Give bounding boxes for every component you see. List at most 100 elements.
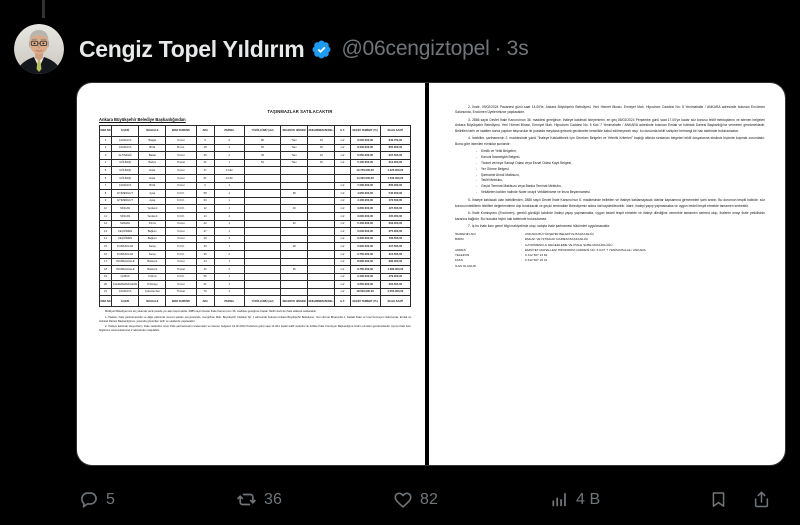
info-colon: :	[521, 237, 522, 242]
info-value	[525, 264, 765, 269]
reply-icon	[81, 491, 97, 508]
retweet-button[interactable]: 36	[236, 489, 282, 510]
table-cell	[280, 249, 309, 259]
table-cell: m2	[334, 151, 351, 160]
table-cell	[307, 211, 336, 221]
table-cell: 1	[213, 272, 245, 282]
table-cell: K.D.K.	[165, 249, 197, 259]
table-cell: K.D.K.	[165, 242, 197, 251]
table-cell	[243, 234, 282, 244]
table-cell: 27	[195, 227, 215, 236]
views-count: 4 B	[576, 490, 601, 508]
table-cell: 1.425.000,00	[379, 166, 412, 175]
table-cell: Tam	[280, 158, 309, 168]
table-col-header: İMAR DURUMU	[165, 125, 197, 137]
table-cell: Konut	[165, 219, 197, 229]
table-cell	[307, 173, 336, 183]
info-label: İLAN OLUNUR.	[455, 263, 477, 268]
table-col-header: SIRA NO	[98, 125, 113, 137]
table-cell: 70	[195, 287, 215, 297]
table-cell: 28	[280, 242, 309, 251]
table-cell: 6	[195, 181, 215, 191]
table-cell: ÇANKAYA	[111, 181, 140, 191]
document-page-right[interactable]: 2- İhale, 09/02/2024 Pazartesi günü saat…	[429, 83, 785, 465]
table-cell: GÖLBAŞI	[111, 173, 140, 183]
author-info: Cengiz Topel Yıldırım @06cengiztopel · 3…	[79, 36, 529, 63]
info-value: GAYRİMENKUL DEĞERLEME VE İHALE ŞUBE MÜDÜ…	[525, 242, 613, 247]
table-cell: 697.500,00	[379, 151, 412, 160]
avatar[interactable]	[14, 24, 64, 74]
table-cell: Hisar	[138, 173, 167, 183]
table-cell: ÇANKAYA	[111, 143, 140, 153]
footnote-paragraph: 1- İhaleler, ihale şartnamesinde ve diğe…	[99, 315, 411, 323]
tweet-media[interactable]: TAŞINMAZLAR SATILACAKTIR Ankara Büyükşeh…	[76, 82, 786, 466]
table-cell	[280, 211, 309, 221]
list-item: Şartname Alındı Makbuzu,	[476, 173, 765, 179]
table-cell: Saray	[138, 242, 167, 251]
table-cell: 706.500,00	[379, 234, 412, 244]
table-cell: 4.100.000,00	[349, 196, 381, 206]
document-page-left[interactable]: TAŞINMAZLAR SATILACAKTIR Ankara Büyükşeh…	[77, 83, 425, 465]
table-cell: 5.100.000,00	[349, 158, 381, 168]
table-col-header: İLÇESİ	[111, 125, 140, 137]
table-row: 9 ETİMESGUT Ayaş K.D.K. 63 1 m2 4.100.000,00 472…	[98, 196, 412, 206]
bookmark-button[interactable]	[709, 490, 728, 509]
list-item: Teklif Mektubu,	[476, 178, 765, 184]
table-cell	[307, 204, 336, 213]
info-label: ADRES	[455, 247, 466, 252]
table-col-header: İMAR DURUMU	[165, 295, 197, 308]
table-cell: 8.900.000,00	[349, 257, 381, 267]
table-col-header: İHALE SAATİ	[379, 295, 412, 308]
info-row: : GAYRİMENKUL DEĞERLEME VE İHALE ŞUBE MÜD…	[455, 243, 765, 248]
author-handle[interactable]: @06cengiztopel	[341, 37, 490, 60]
tweet-action-bar: 5 36 82	[0, 474, 800, 525]
table-cell: K.D.K.	[165, 196, 197, 206]
retweet-count: 36	[264, 490, 282, 508]
timestamp[interactable]: 3s	[506, 37, 529, 60]
table-col-header: PARSEL	[213, 125, 245, 137]
info-row: FAKS:0 312 507 26 01	[455, 258, 765, 263]
table-cell: Battal	[138, 151, 167, 160]
views-button[interactable]: 4 B	[550, 490, 600, 509]
table-cell	[243, 211, 282, 221]
table-cell: Tam	[280, 136, 309, 145]
table-cell	[280, 173, 309, 183]
table-cell: Ticaret	[165, 287, 197, 297]
table-cell: Konut	[165, 280, 197, 289]
list-item: Vekâleten katılım halinde Noter onaylı V…	[476, 190, 765, 196]
table-cell: 63	[195, 196, 215, 206]
like-button[interactable]: 82	[393, 490, 438, 510]
table-cell: m2	[334, 211, 351, 221]
table-cell: m2	[334, 143, 351, 153]
table-cell: Ticaret	[165, 158, 197, 168]
table-cell: 46	[195, 265, 215, 274]
table-cell: ETİMESGUT	[111, 196, 140, 206]
table-cell: 6.300.000,00	[349, 234, 381, 244]
table-cell: Konut	[165, 151, 197, 160]
display-name[interactable]: Cengiz Topel Yıldırım	[79, 35, 305, 62]
table-cell: 14.300.000,00	[349, 173, 381, 183]
info-value: 0 312 507 23 82	[525, 253, 548, 257]
table-cell: YENİMAHALLE	[111, 257, 140, 267]
table-cell	[243, 257, 282, 267]
table-cell: 4	[213, 211, 245, 221]
table-cell: 9.750.000,00	[349, 265, 381, 274]
table-cell	[243, 280, 282, 289]
reply-button[interactable]: 5	[79, 490, 115, 510]
table-col-header: MUHAMMEN BEDEL (TL)	[307, 295, 336, 308]
table-cell: KEÇİÖREN	[111, 234, 140, 244]
table-col-header: MAHALLE	[138, 295, 167, 308]
table-cell: 18	[98, 265, 113, 274]
table-cell	[307, 234, 336, 244]
table-cell	[243, 204, 282, 213]
table-cell: Ticaret	[165, 265, 197, 274]
table-row: 1 ÇANKAYA Balgat Konut 5 A 80 Tam 40 m2 9.500.000,…	[98, 136, 412, 145]
table-cell: ALTINDAĞ	[111, 151, 140, 160]
document-prose-top: 2- İhale, 09/02/2024 Pazartesi günü saat…	[455, 105, 765, 147]
table-cell: 26	[307, 158, 336, 168]
tweet-header: Cengiz Topel Yıldırım @06cengiztopel · 3…	[0, 18, 800, 80]
table-cell: 20	[98, 280, 113, 289]
share-button[interactable]	[752, 490, 771, 509]
table-cell: 17	[98, 257, 113, 267]
table-col-header: GEÇİCİ TEMİNAT (TL)	[349, 125, 381, 137]
